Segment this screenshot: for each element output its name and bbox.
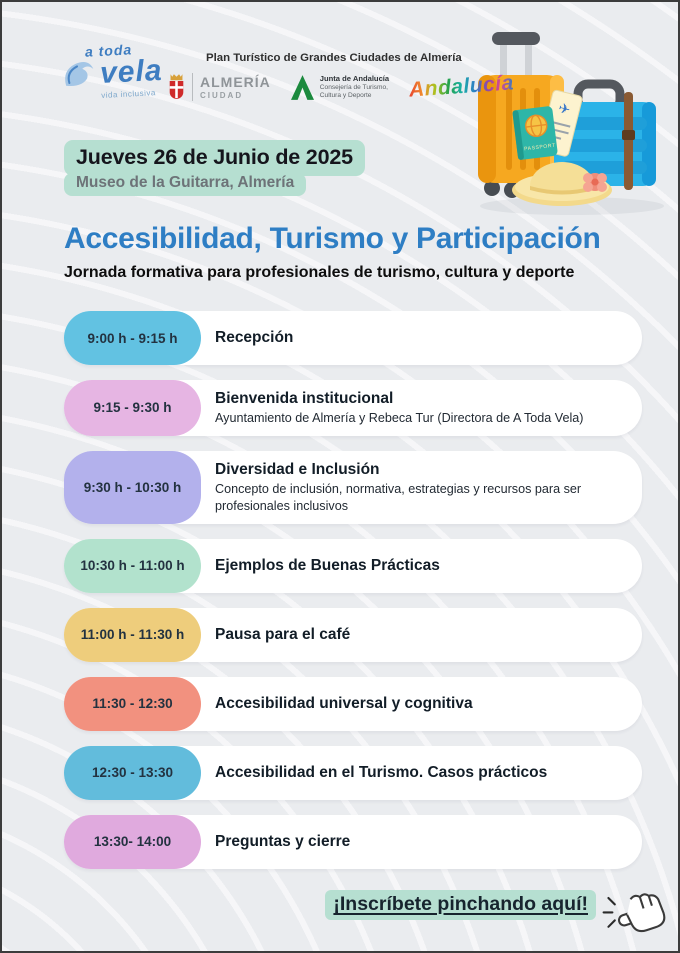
session-title: Ejemplos de Buenas Prácticas [215, 556, 440, 574]
time-label: 9:30 h - 10:30 h [83, 479, 182, 495]
time-pill: 9:15 - 9:30 h [64, 380, 201, 436]
session-title: Pausa para el café [215, 625, 351, 643]
register-link[interactable]: ¡Inscríbete pinchando aquí! [325, 890, 596, 920]
almeria-logo-name: ALMERÍA [200, 73, 271, 90]
junta-logo-line2: Consejería de Turismo, [319, 83, 388, 91]
wave-icon [65, 61, 94, 87]
blue-suitcase-icon [554, 79, 656, 190]
time-label: 11:30 - 12:30 [92, 696, 173, 712]
session-text: Pausa para el café [201, 608, 370, 662]
schedule-row: 9:30 h - 10:30 h Diversidad e Inclusión … [64, 450, 642, 524]
session-title: Bienvenida institucional [215, 390, 394, 407]
session-text: Ejemplos de Buenas Prácticas [201, 539, 460, 593]
main-content: Accesibilidad, Turismo y Participación J… [64, 222, 642, 869]
time-pill: 9:30 h - 10:30 h [64, 450, 201, 524]
date-banner: Jueves 26 de Junio de 2025 Museo de la G… [64, 140, 365, 196]
a-toda-vela-logo: a toda vela vida inclusiva [59, 39, 182, 102]
plan-title: Plan Turístico de Grandes Ciudades de Al… [206, 52, 462, 64]
footer: ¡Inscríbete pinchando aquí! [2, 876, 678, 951]
time-label: 12:30 - 13:30 [91, 765, 174, 781]
schedule-row: 10:30 h - 11:00 h Ejemplos de Buenas Prá… [64, 538, 642, 593]
session-text: Preguntas y cierre [201, 815, 370, 869]
atv-logo-main-text: vela [99, 53, 164, 91]
schedule-row: 12:30 - 13:30 Accesibilidad en el Turism… [64, 745, 642, 800]
passport-icon: PASSPORT [512, 106, 558, 160]
click-hand-icon [602, 893, 666, 933]
passport-label: PASSPORT [524, 143, 556, 153]
session-text: Recepción [201, 311, 313, 365]
time-label: 9:00 h - 9:15 h [87, 330, 178, 346]
logo-divider [192, 73, 193, 101]
session-title: Diversidad e Inclusión [215, 460, 380, 478]
session-text: Bienvenida institucional Ayuntamiento de… [201, 380, 603, 436]
page-subtitle: Jornada formativa para profesionales de … [64, 264, 575, 281]
time-pill: 11:30 - 12:30 [64, 676, 201, 731]
andalucia-logo: Andalucía [408, 71, 515, 102]
time-pill: 11:00 h - 11:30 h [64, 607, 201, 662]
session-title: Preguntas y cierre [215, 832, 351, 850]
session-text: Accesibilidad universal y cognitiva [201, 677, 493, 731]
session-title: Recepción [215, 329, 294, 347]
session-text: Accesibilidad en el Turismo. Casos práct… [201, 746, 567, 800]
time-label: 9:15 - 9:30 h [93, 400, 172, 416]
time-label: 13:30- 14:00 [93, 834, 172, 850]
time-pill: 12:30 - 13:30 [64, 745, 201, 800]
schedule-row: 9:00 h - 9:15 h Recepción [64, 311, 642, 365]
event-venue: Museo de la Guitarra, Almería [64, 173, 307, 196]
time-label: 11:00 h - 11:30 h [80, 627, 185, 643]
time-pill: 9:00 h - 9:15 h [64, 311, 201, 365]
almeria-ciudad-logo: ALMERÍA CIUDAD [168, 72, 271, 102]
session-title: Accesibilidad en el Turismo. Casos práct… [215, 763, 548, 781]
schedule-row: 11:30 - 12:30 Accesibilidad universal y … [64, 676, 642, 731]
almeria-crest-icon [169, 74, 184, 99]
time-pill: 10:30 h - 11:00 h [64, 538, 201, 593]
session-title: Accesibilidad universal y cognitiva [215, 694, 473, 712]
schedule-row: 9:15 - 9:30 h Bienvenida institucional A… [64, 380, 642, 436]
session-description: Concepto de inclusión, normativa, estrat… [215, 482, 582, 513]
session-text: Diversidad e Inclusión Concepto de inclu… [201, 451, 642, 524]
junta-andalucia-logo: Junta de Andalucía Consejería de Turismo… [290, 74, 390, 101]
illustration-shadow [480, 197, 664, 215]
junta-logo-line3: Cultura y Deporte [319, 91, 372, 99]
svg-text:✈: ✈ [556, 100, 571, 118]
session-description: Ayuntamiento de Almería y Rebeca Tur (Di… [215, 411, 584, 426]
travel-illustration: ✈ PASSPORT [478, 32, 664, 215]
partner-logos: ALMERÍA CIUDAD Junta de Andalucía Consej… [168, 66, 515, 108]
schedule-list: 9:00 h - 9:15 h Recepción 9:15 - 9:30 h … [64, 311, 642, 869]
sun-hat-icon [512, 162, 612, 206]
time-pill: 13:30- 14:00 [64, 814, 201, 869]
schedule-row: 13:30- 14:00 Preguntas y cierre [64, 814, 642, 869]
almeria-logo-sub: CIUDAD [200, 90, 244, 100]
junta-triangle-icon [290, 74, 314, 100]
schedule-row: 11:00 h - 11:30 h Pausa para el café [64, 607, 642, 662]
event-date: Jueves 26 de Junio de 2025 [64, 140, 365, 176]
junta-logo-line1: Junta de Andalucía [319, 74, 390, 84]
time-label: 10:30 h - 11:00 h [80, 558, 185, 574]
page-title: Accesibilidad, Turismo y Participación [64, 222, 601, 255]
